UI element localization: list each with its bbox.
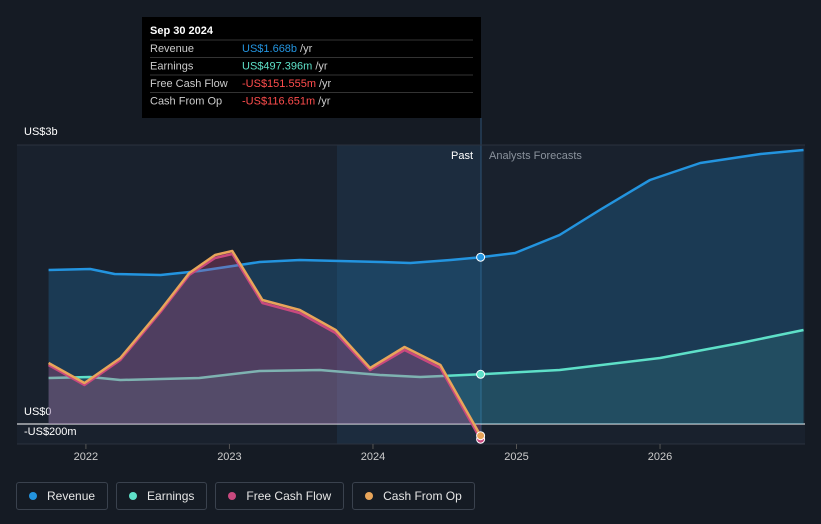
x-tick-label: 2024 [361, 451, 385, 463]
tooltip-value-text: -US$116.651m [242, 95, 315, 107]
x-tick-label: 2022 [74, 451, 98, 463]
legend-dot [365, 492, 374, 500]
tooltip-unit: /yr [318, 95, 331, 107]
legend-dot [29, 492, 37, 500]
tooltip-value: US$497.396m/yr [242, 60, 328, 72]
y-tick-label: -US$200m [24, 426, 77, 438]
series-line [47, 252, 482, 440]
hover-dot [476, 252, 486, 262]
y-tick-label: US$3b [24, 126, 58, 138]
tooltip-name: Free Cash Flow [150, 78, 228, 90]
tooltip-name: Earnings [150, 60, 194, 72]
hover-dot [476, 431, 486, 441]
tooltip-unit: /yr [300, 43, 313, 55]
tooltip-value: US$1.668b/yr [242, 43, 313, 55]
series-line [48, 148, 804, 277]
tooltip-unit: /yr [315, 60, 328, 72]
legend-dot [129, 492, 138, 500]
tooltip-name: Revenue [150, 43, 194, 55]
series-line [47, 249, 482, 437]
tooltip-value-text: -US$151.555m [242, 78, 316, 90]
tooltip-value-text: US$497.396m [242, 60, 312, 72]
x-tick-label: 2023 [217, 451, 241, 463]
past-label: Past [451, 150, 473, 162]
legend-item[interactable]: Earnings [116, 482, 208, 510]
chart: Past Analysts Forecasts Sep 30 2024 Reve… [17, 17, 805, 463]
y-tick-label: US$0 [24, 406, 52, 418]
tooltip-date: Sep 30 2024 [150, 25, 214, 37]
legend-label: Revenue [47, 489, 96, 503]
tooltip-name: Cash From Op [150, 95, 222, 107]
tooltip-value: -US$151.555m/yr [242, 78, 332, 90]
tooltip-bg [142, 17, 481, 118]
legend-item[interactable]: Revenue [16, 482, 109, 510]
legend-item[interactable]: Cash From Op [352, 482, 475, 510]
legend-label: Free Cash Flow [246, 489, 332, 503]
area [48, 150, 804, 424]
legend-dot [228, 492, 237, 500]
area [48, 251, 481, 436]
tooltip-value: -US$116.651m/yr [242, 95, 331, 107]
series-line [48, 328, 804, 382]
tooltip-unit: /yr [319, 78, 332, 90]
hover-dot [476, 369, 486, 379]
legend: Revenue Earnings Free Cash Flow Cash From O… [16, 482, 475, 510]
legend-item[interactable]: Free Cash Flow [215, 482, 345, 510]
x-tick-label: 2026 [648, 451, 672, 463]
tooltip: Sep 30 2024 Revenue US$1.668b/yr Earnings U… [142, 17, 481, 118]
tooltip-value-text: US$1.668b [242, 43, 297, 55]
forecast-label: Analysts Forecasts [489, 150, 582, 162]
x-tick-label: 2025 [504, 451, 528, 463]
legend-label: Cash From Op [383, 489, 462, 503]
legend-label: Earnings [147, 489, 195, 503]
